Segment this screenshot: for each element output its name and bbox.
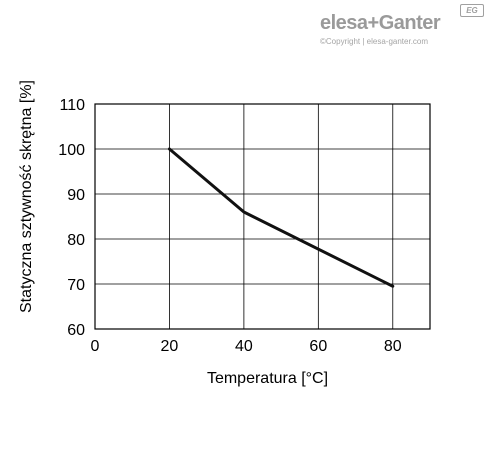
copyright-text: ©Copyright | elesa-ganter.com (320, 37, 429, 46)
grid-lines (95, 104, 430, 329)
y-tick-label: 110 (59, 97, 85, 114)
x-tick-labels: 0 20 40 60 80 (91, 338, 402, 355)
y-tick-label: 80 (67, 232, 85, 249)
y-tick-label: 100 (58, 142, 85, 159)
x-axis-label: Temperatura [°C] (207, 370, 328, 387)
y-tick-labels: 60 70 80 90 100 110 (58, 97, 85, 339)
x-tick-label: 20 (161, 338, 179, 355)
x-tick-label: 0 (91, 338, 100, 355)
y-tick-label: 70 (67, 277, 85, 294)
series-group (167, 147, 395, 288)
brand-logo: elesa+Ganter ©Copyright | elesa-ganter.c… (316, 4, 484, 48)
x-tick-label: 60 (309, 338, 327, 355)
y-tick-label: 60 (67, 322, 85, 339)
x-tick-label: 40 (235, 338, 253, 355)
brand-name: elesa+Ganter (320, 12, 441, 34)
x-tick-label: 80 (384, 338, 402, 355)
y-tick-label: 90 (67, 187, 85, 204)
y-axis-label: Statyczna sztywność skrętna [%] (18, 80, 35, 313)
brand-badge: EG (460, 4, 484, 17)
series-line (167, 147, 395, 288)
plot-frame (94, 103, 431, 330)
